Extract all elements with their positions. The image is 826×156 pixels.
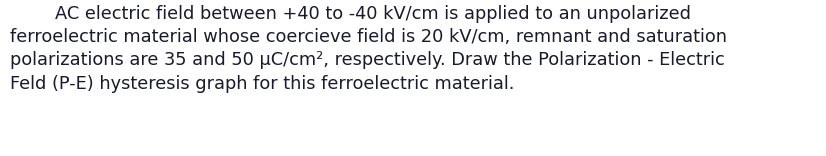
Text: AC electric field between +40 to -40 kV/cm is applied to an unpolarized
ferroele: AC electric field between +40 to -40 kV/… bbox=[10, 5, 727, 93]
